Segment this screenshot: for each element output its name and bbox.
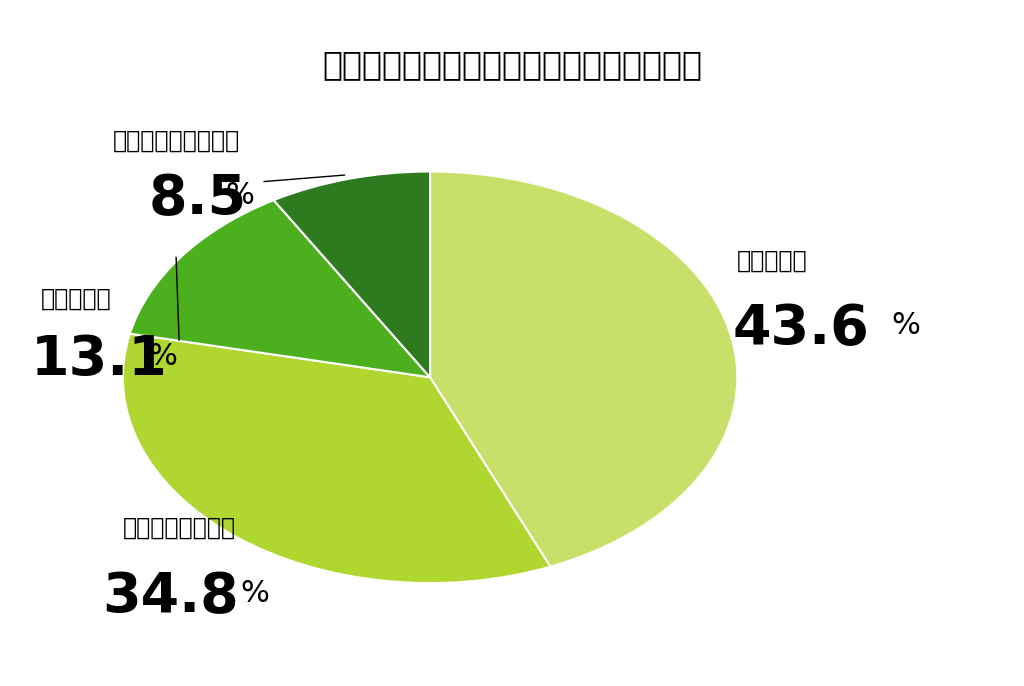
Text: %: % <box>148 342 177 371</box>
Text: 最低賃金の引き上げは経営に影響があるか: 最低賃金の引き上げは経営に影響があるか <box>322 48 702 81</box>
Text: どちらともいえない: どちらともいえない <box>113 129 240 152</box>
Wedge shape <box>273 172 430 377</box>
Text: とても影響がある: とても影響がある <box>123 517 236 540</box>
Text: 影響がある: 影響がある <box>737 249 808 272</box>
Text: 43.6: 43.6 <box>732 303 869 356</box>
Text: %: % <box>891 311 920 340</box>
Wedge shape <box>130 200 430 377</box>
Wedge shape <box>123 333 550 583</box>
Text: %: % <box>241 579 269 608</box>
Text: 影響はない: 影響はない <box>41 287 112 310</box>
Text: 13.1: 13.1 <box>31 333 168 387</box>
Text: 8.5: 8.5 <box>148 172 247 226</box>
Text: %: % <box>225 181 254 210</box>
Wedge shape <box>430 172 737 567</box>
Text: 34.8: 34.8 <box>102 570 240 624</box>
